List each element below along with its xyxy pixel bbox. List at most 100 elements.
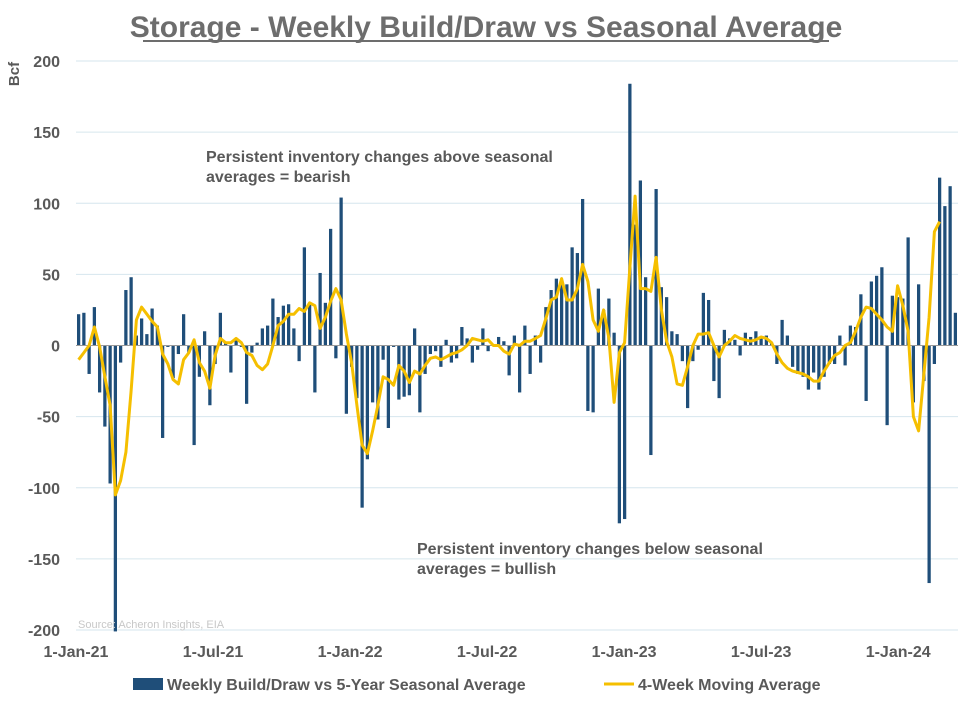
bar <box>528 345 532 374</box>
bar <box>439 345 443 367</box>
bar <box>281 305 286 346</box>
annotation-bullish-line2: averages = bullish <box>417 561 556 578</box>
bar <box>780 319 784 346</box>
bar <box>239 345 244 347</box>
bar <box>428 345 433 355</box>
bar <box>596 288 601 346</box>
bar <box>544 307 548 346</box>
bar <box>386 345 391 429</box>
bar <box>664 297 669 346</box>
bar <box>397 345 401 400</box>
bar <box>591 345 595 413</box>
bar <box>260 328 265 346</box>
bar <box>355 345 359 399</box>
annotation-bearish-line2: averages = bearish <box>206 169 351 186</box>
bar <box>533 335 538 346</box>
bar <box>176 345 181 355</box>
bar <box>953 312 958 346</box>
bar <box>155 325 160 346</box>
bar <box>465 338 469 346</box>
bar <box>286 304 291 346</box>
bar <box>733 339 737 346</box>
bar <box>512 335 517 346</box>
bar <box>796 345 800 374</box>
bar <box>370 345 375 403</box>
bar <box>759 338 763 346</box>
bar <box>906 237 910 346</box>
bar <box>817 345 821 390</box>
bar <box>496 336 501 346</box>
bar <box>181 314 186 346</box>
bar <box>523 325 527 346</box>
bar <box>470 345 475 363</box>
bar <box>76 314 81 346</box>
bar <box>628 83 632 346</box>
bar <box>124 290 128 346</box>
bar <box>927 345 931 584</box>
bar <box>229 345 233 373</box>
bar <box>507 345 511 376</box>
bar <box>617 345 622 524</box>
y-axis-label: Bcf <box>6 61 23 86</box>
bar <box>171 345 175 379</box>
y-tick-label: 50 <box>42 267 60 284</box>
bar <box>565 284 569 346</box>
source-note: Source: Acheron Insights, EIA <box>78 619 225 631</box>
bar <box>323 302 328 346</box>
bar <box>407 345 412 396</box>
bar <box>738 345 742 356</box>
bar <box>334 345 338 359</box>
bar <box>848 325 853 346</box>
bar <box>601 309 606 346</box>
bar <box>916 284 921 346</box>
bar <box>418 345 422 413</box>
bar <box>192 345 196 446</box>
bar <box>365 345 370 460</box>
y-tick-label: 100 <box>33 196 60 213</box>
bar <box>160 345 165 438</box>
bar <box>460 327 464 346</box>
bar <box>313 345 317 393</box>
legend-line-label: 4-Week Moving Average <box>638 677 821 694</box>
x-tick-label: 1-Jan-23 <box>592 644 657 661</box>
bar <box>575 253 580 346</box>
bar <box>843 345 847 366</box>
bar <box>806 345 811 390</box>
bar <box>696 345 700 350</box>
bar <box>292 328 296 346</box>
bar <box>895 297 900 346</box>
bar <box>685 345 690 409</box>
bar <box>706 299 711 346</box>
bar <box>864 345 868 401</box>
bar <box>586 345 590 411</box>
bar <box>937 177 942 346</box>
bar <box>764 335 769 346</box>
bar <box>838 335 842 346</box>
y-tick-label: -200 <box>28 623 60 640</box>
bar <box>129 277 133 346</box>
legend-bar-label: Weekly Build/Draw vs 5-Year Seasonal Ave… <box>167 677 526 694</box>
bar <box>118 345 123 363</box>
gridlines <box>76 60 958 631</box>
bar <box>339 197 343 346</box>
bar <box>271 298 275 346</box>
bar <box>218 312 223 346</box>
bar <box>643 277 648 346</box>
bar <box>444 339 448 346</box>
bar <box>554 278 559 346</box>
bar <box>134 335 139 346</box>
bar <box>538 345 543 363</box>
bar <box>82 312 86 346</box>
bar <box>103 345 107 427</box>
bar <box>670 331 674 346</box>
bar <box>344 345 349 414</box>
y-tick-label: -100 <box>28 481 60 498</box>
y-tick-label: 0 <box>51 339 60 356</box>
bar <box>302 247 307 346</box>
bar <box>376 345 380 420</box>
bar <box>649 345 653 456</box>
chart-title: Storage - Weekly Build/Draw vs Seasonal … <box>130 11 843 44</box>
bar <box>412 328 417 346</box>
y-tick-label: 150 <box>33 125 60 142</box>
bar <box>297 345 301 362</box>
